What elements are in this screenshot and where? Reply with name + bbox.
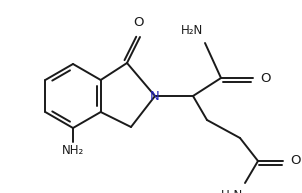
Text: H₂N: H₂N — [221, 189, 243, 193]
Text: O: O — [260, 71, 271, 85]
Text: O: O — [134, 16, 144, 29]
Text: N: N — [150, 91, 160, 103]
Text: NH₂: NH₂ — [62, 144, 84, 157]
Text: H₂N: H₂N — [181, 24, 203, 37]
Text: O: O — [290, 155, 300, 168]
